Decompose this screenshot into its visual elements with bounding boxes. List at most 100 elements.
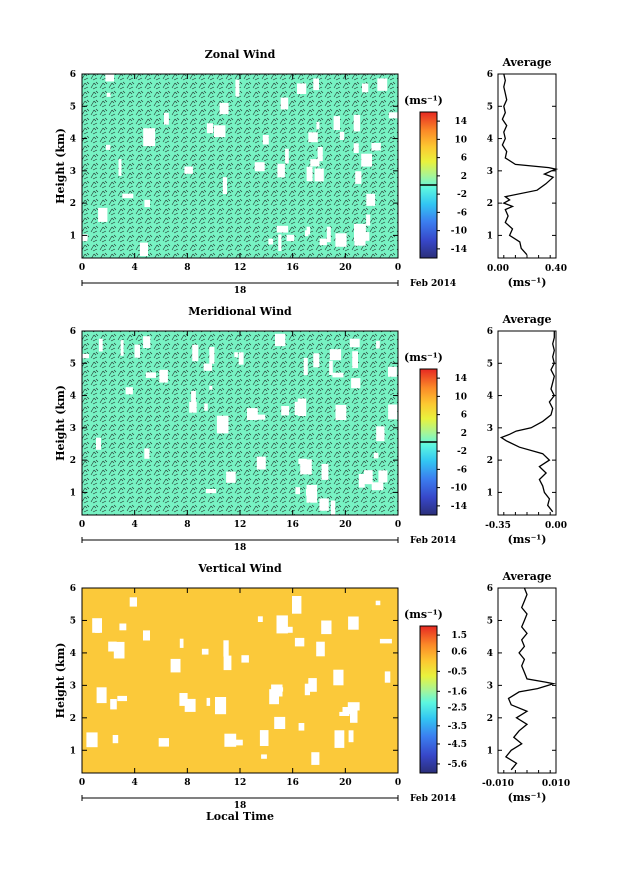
x-tick-label: 0 [79, 520, 85, 530]
x-tick-label: 12 [234, 520, 247, 530]
missing-data-gap [129, 597, 137, 607]
missing-data-gap [120, 340, 124, 356]
average-frame [497, 330, 557, 516]
missing-data-gap [321, 620, 332, 635]
colorbar-tick-label: -2 [457, 447, 467, 457]
average-profile-line [501, 73, 559, 256]
y-tick-label: 4 [70, 392, 76, 402]
missing-data-gap [144, 448, 150, 459]
missing-data-gap [298, 458, 307, 465]
wind-barbs-overlay [82, 74, 398, 258]
colorbar-unit: (ms⁻¹) [404, 351, 443, 364]
missing-data-gap [317, 147, 323, 162]
missing-data-gap [143, 630, 150, 641]
missing-data-gap [118, 159, 122, 176]
missing-data-gap [313, 78, 319, 91]
colorbar-tick-label: 14 [454, 374, 467, 384]
average-y-tick-label: 2 [487, 714, 493, 724]
missing-data-gap [269, 689, 279, 705]
colorbar-tick-label: -0.5 [448, 667, 467, 677]
missing-data-gap [247, 408, 258, 420]
missing-data-gap [105, 74, 114, 82]
average-x-label: (ms⁻¹) [508, 791, 547, 804]
plot-title: Vertical Wind [197, 562, 282, 575]
missing-data-gap [261, 754, 267, 759]
missing-data-gap [257, 616, 263, 622]
missing-data-gap [333, 116, 340, 130]
missing-data-gap [277, 163, 285, 178]
missing-data-gap [298, 723, 305, 731]
y-tick-label: 4 [70, 649, 76, 659]
colorbar-tick-label: 6 [461, 154, 467, 164]
missing-data-gap [235, 79, 240, 97]
x-tick-label: 16 [286, 263, 299, 273]
missing-data-gap [112, 735, 119, 744]
y-tick-label: 3 [70, 681, 76, 691]
average-x-tick-label: -0.35 [485, 521, 511, 531]
missing-data-gap [280, 97, 289, 110]
average-y-tick-label: 3 [487, 681, 493, 691]
missing-data-gap [335, 404, 347, 420]
missing-data-gap [366, 193, 376, 206]
missing-data-gap [377, 78, 388, 91]
missing-data-gap [275, 333, 286, 347]
average-y-tick-label: 2 [487, 199, 493, 209]
average-x-tick-label: 0.010 [542, 779, 570, 789]
y-tick-label: 2 [70, 456, 76, 466]
y-tick-label: 1 [70, 231, 76, 241]
missing-data-gap [330, 500, 336, 518]
missing-data-gap [204, 403, 208, 411]
missing-data-gap [209, 346, 215, 364]
missing-data-gap [134, 344, 140, 358]
y-tick-label: 2 [70, 199, 76, 209]
average-y-tick-label: 2 [487, 456, 493, 466]
missing-data-gap [361, 153, 372, 167]
y-axis-label: Height (km) [54, 128, 67, 204]
missing-data-gap [339, 131, 345, 140]
missing-data-gap [378, 470, 388, 483]
missing-data-gap [388, 366, 397, 377]
missing-data-gap [256, 456, 266, 470]
average-x-tick-label: -0.010 [482, 779, 514, 789]
missing-data-gap [364, 470, 373, 485]
colorbar-tick-label: 14 [454, 117, 467, 127]
colorbar-tick-label: 10 [454, 135, 467, 145]
missing-data-gap [316, 641, 325, 657]
colorbar-tick-label: -14 [451, 502, 467, 512]
average-y-tick-label: 1 [487, 488, 493, 498]
colorbar-tick-label: -5.6 [448, 760, 467, 770]
missing-data-gap [375, 600, 381, 606]
missing-data-gap [234, 352, 238, 358]
missing-data-gap [82, 353, 89, 359]
missing-data-gap [349, 338, 360, 348]
average-y-tick-label: 1 [487, 231, 493, 241]
average-y-tick-label: 4 [487, 392, 493, 402]
y-tick-label: 3 [70, 167, 76, 177]
average-x-label: (ms⁻¹) [508, 533, 547, 546]
missing-data-gap [308, 132, 318, 143]
x-tick-label: 4 [132, 520, 138, 530]
missing-data-gap [303, 357, 308, 376]
colorbar-tick-label: 6 [461, 411, 467, 421]
missing-data-gap [192, 344, 199, 362]
missing-data-gap [295, 487, 300, 495]
colorbar-tick-label: 2 [461, 429, 467, 439]
missing-data-gap [384, 671, 391, 683]
missing-data-gap [358, 474, 365, 488]
missing-data-gap [362, 232, 370, 241]
colorbar-tick-label: -10 [451, 227, 467, 237]
missing-data-gap [254, 162, 265, 172]
x-tick-label: 20 [339, 778, 352, 788]
day-label: 18 [234, 801, 247, 811]
missing-data-gap [351, 378, 361, 389]
missing-data-gap [376, 426, 385, 442]
missing-data-gap [371, 482, 384, 491]
missing-data-gap [329, 349, 342, 361]
missing-data-gap [276, 225, 289, 233]
x-tick-label: 0 [79, 263, 85, 273]
colorbar-tick-label: 1.5 [451, 631, 467, 641]
missing-data-gap [113, 641, 125, 659]
x-tick-label: 0 [395, 263, 401, 273]
y-tick-label: 1 [70, 746, 76, 756]
